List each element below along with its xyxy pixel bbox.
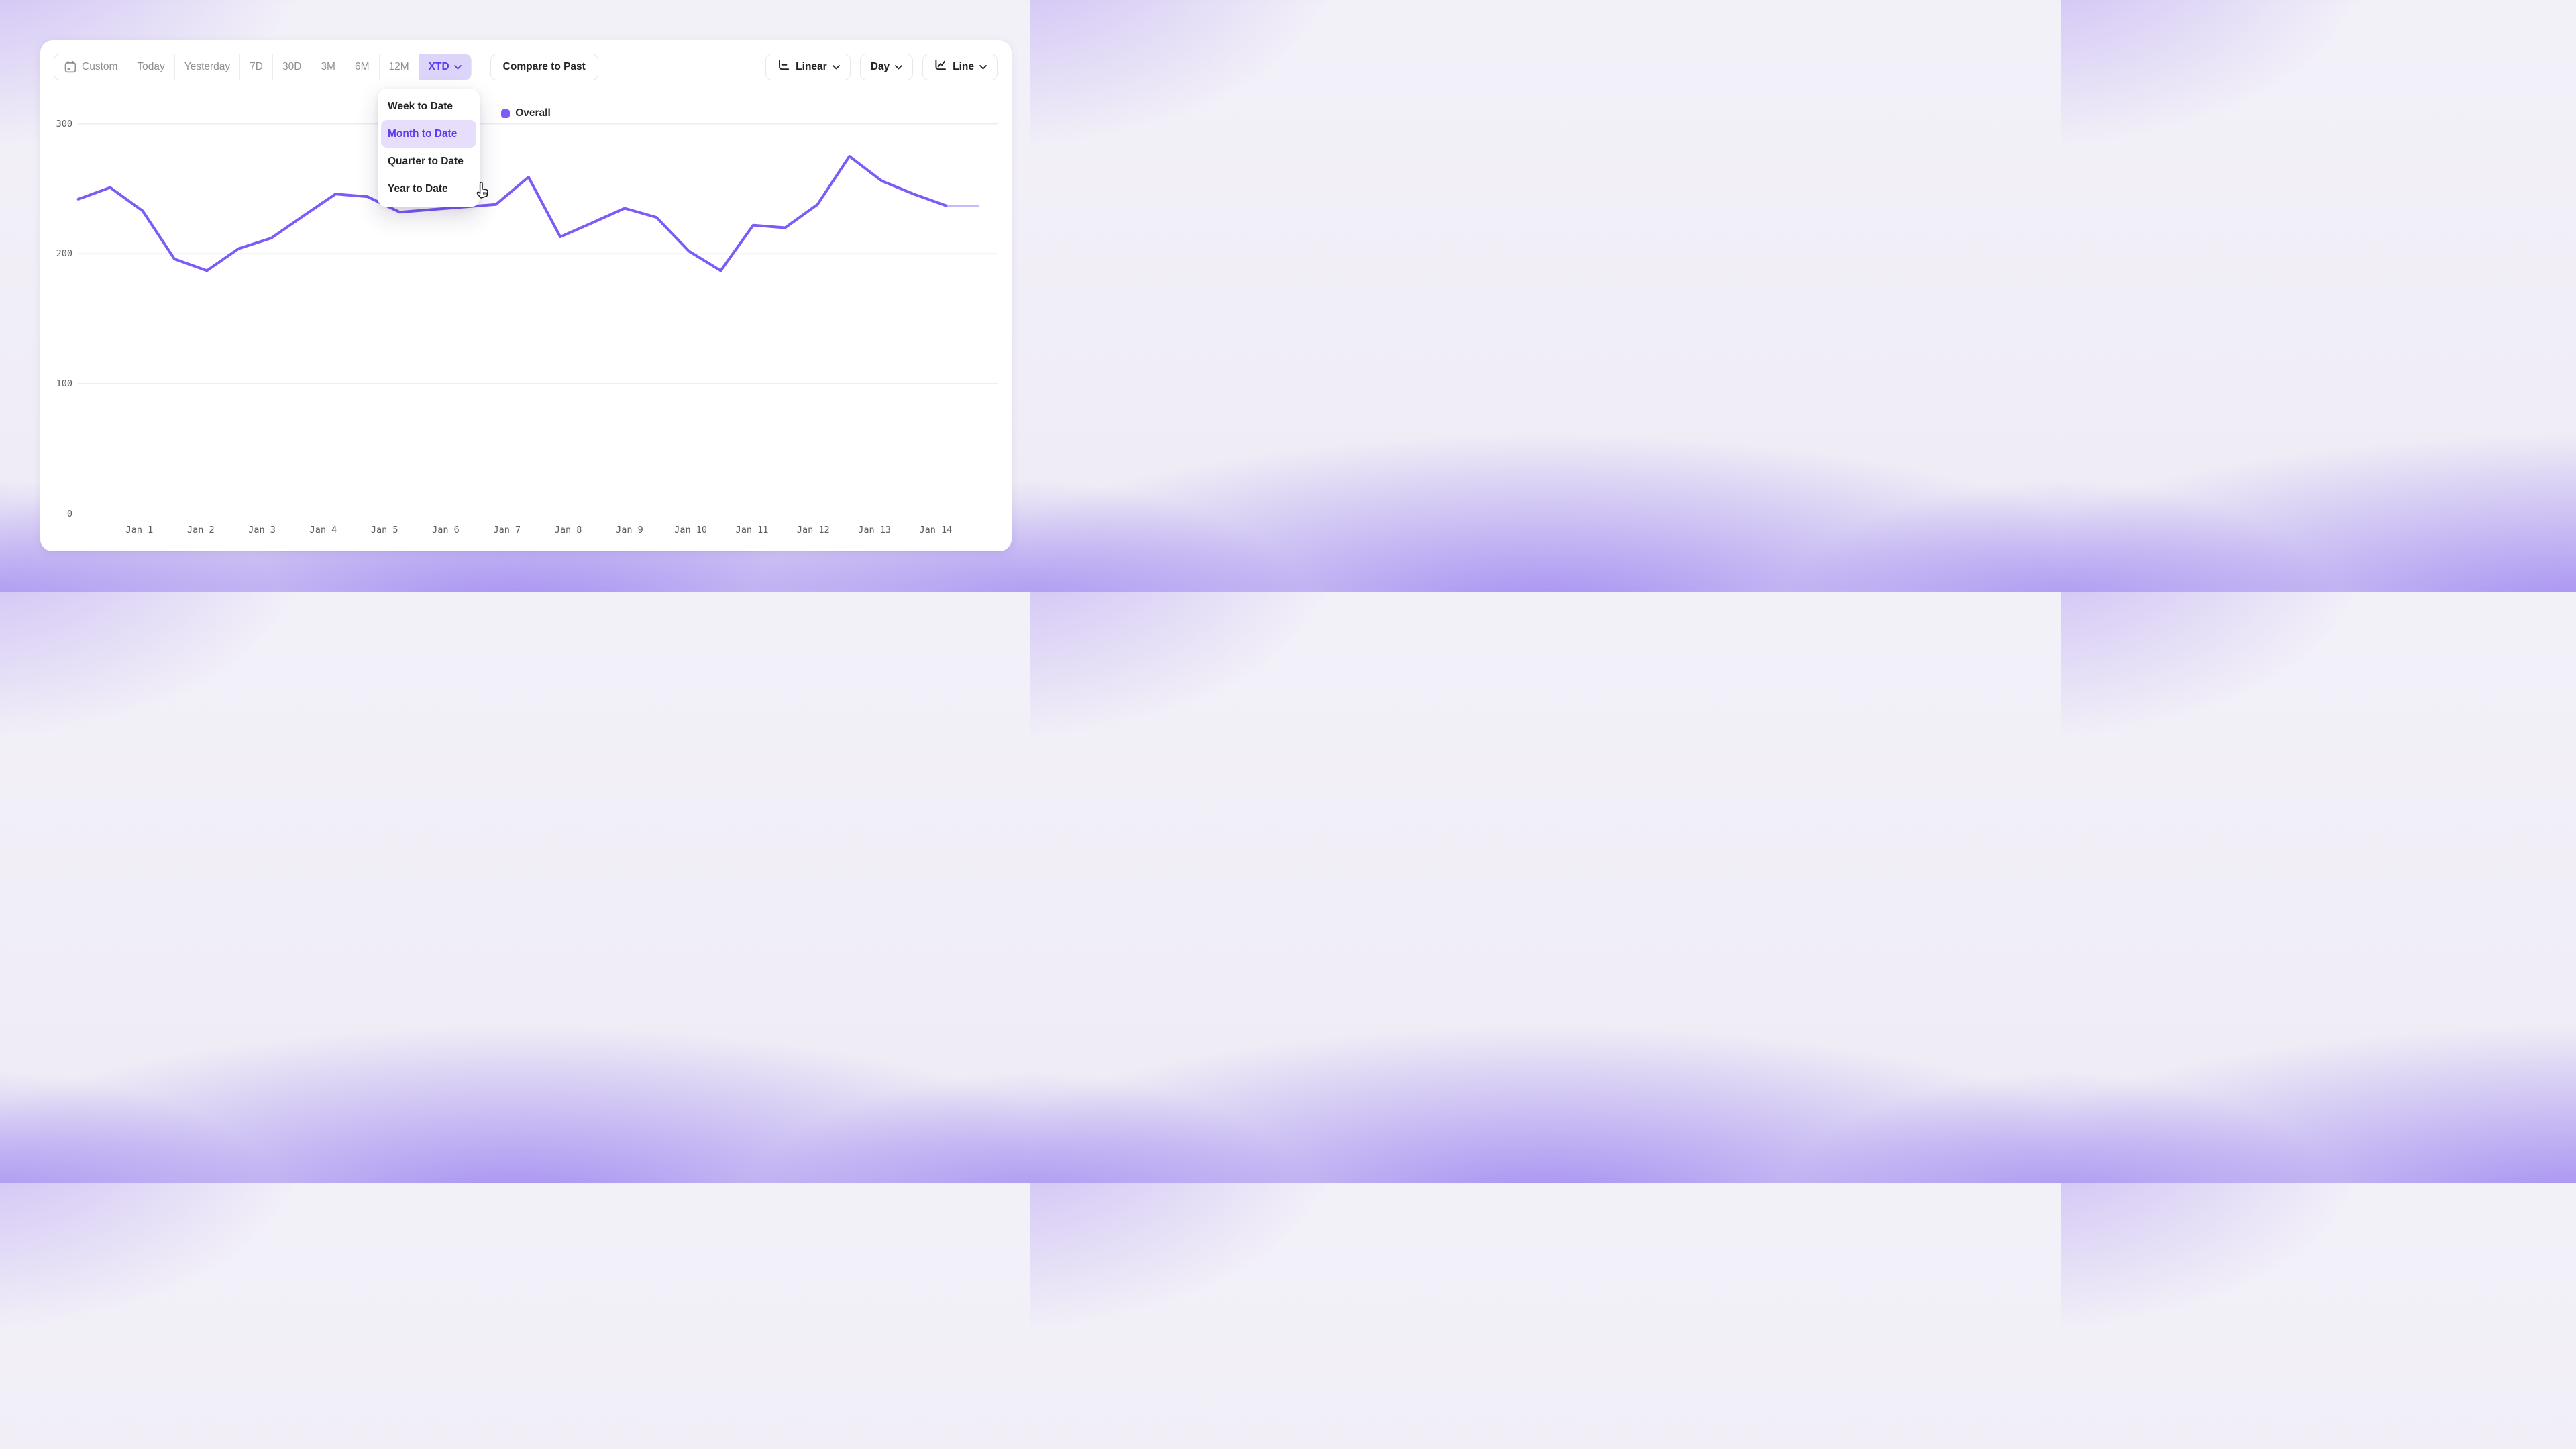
chevron-down-icon [895, 64, 903, 69]
dropdown-item-week-to-date[interactable]: Week to Date [388, 100, 453, 112]
y-axis-label: 300 [56, 118, 72, 129]
dropdown-item-quarter-to-date[interactable]: Quarter to Date [388, 155, 464, 167]
range-button-xtd[interactable]: XTD [419, 54, 471, 80]
x-axis-label: Jan 13 [858, 525, 891, 535]
series-line-overall [76, 155, 948, 272]
x-axis-label: Jan 8 [554, 525, 582, 535]
scale-label: Linear [796, 61, 827, 72]
range-button-label: 12M [388, 61, 409, 72]
analytics-card: Custom Today Yesterday 7D 30D 3M 6M 12M XTD Comp… [40, 40, 1012, 551]
range-button-label: 6M [354, 61, 370, 72]
range-button-label: Custom [82, 61, 118, 72]
chevron-down-icon [979, 64, 987, 69]
calendar-icon [64, 60, 77, 74]
range-button-label: 7D [250, 61, 263, 72]
range-button-6m[interactable]: 6M [345, 54, 380, 80]
page: { "toolbar": { "ranges": [ {"label": "Cu… [0, 0, 1030, 592]
range-button-custom[interactable]: Custom [54, 54, 128, 80]
plot-area [76, 123, 998, 384]
chart-controls: Linear Day Line [765, 54, 998, 80]
x-axis-label: Jan 6 [432, 525, 460, 535]
range-button-label: XTD [428, 61, 449, 72]
x-axis-label: Jan 14 [919, 525, 953, 535]
chevron-down-icon [832, 64, 840, 69]
y-axis-label: 100 [56, 378, 72, 389]
granularity-label: Day [870, 61, 890, 72]
range-button-yesterday[interactable]: Yesterday [174, 54, 241, 80]
range-button-label: Today [137, 61, 165, 72]
range-button-label: 3M [321, 61, 335, 72]
x-axis-label: Jan 11 [735, 525, 769, 535]
line-chart: 0 100 200 300 Jan 1 Jan 2 Jan 3 Jan 4 Jan 5 Jan … [40, 40, 1012, 551]
scale-dropdown-button[interactable]: Linear [765, 54, 851, 80]
x-axis-label: Jan 7 [493, 525, 521, 535]
y-axis-label: 200 [56, 248, 72, 260]
x-axis-label: Jan 3 [248, 525, 276, 535]
compare-to-past-button[interactable]: Compare to Past [490, 54, 598, 80]
x-axis-label: Jan 12 [796, 525, 830, 535]
compare-to-past-label: Compare to Past [502, 61, 586, 72]
range-selector: Custom Today Yesterday 7D 30D 3M 6M 12M XTD [54, 54, 472, 80]
y-axis-label: 0 [66, 508, 72, 519]
xtd-range-dropdown: Week to Date Month to Date Quarter to Date… [378, 89, 480, 207]
line-chart-icon [933, 58, 947, 76]
linear-scale-icon [776, 58, 790, 76]
range-button-30d[interactable]: 30D [272, 54, 312, 80]
range-button-label: 30D [282, 61, 302, 72]
granularity-dropdown-button[interactable]: Day [859, 54, 914, 80]
x-axis-label: Jan 2 [186, 525, 215, 535]
x-axis-label: Jan 5 [370, 525, 398, 535]
range-button-3m[interactable]: 3M [311, 54, 345, 80]
x-axis-label: Jan 10 [674, 525, 708, 535]
chart-type-dropdown-button[interactable]: Line [922, 54, 998, 80]
chart-type-label: Line [953, 61, 974, 72]
range-button-label: Yesterday [184, 61, 231, 72]
x-axis-label: Jan 4 [309, 525, 337, 535]
range-button-today[interactable]: Today [127, 54, 175, 80]
range-button-7d[interactable]: 7D [240, 54, 273, 80]
x-axis-label: Jan 1 [125, 525, 154, 535]
dropdown-item-year-to-date[interactable]: Year to Date [388, 182, 448, 195]
dropdown-item-month-to-date[interactable]: Month to Date [381, 120, 476, 148]
x-axis-label: Jan 9 [616, 525, 643, 535]
chevron-down-icon [453, 64, 462, 70]
range-button-12m[interactable]: 12M [379, 54, 419, 80]
toolbar: Custom Today Yesterday 7D 30D 3M 6M 12M XTD Comp… [54, 54, 998, 80]
